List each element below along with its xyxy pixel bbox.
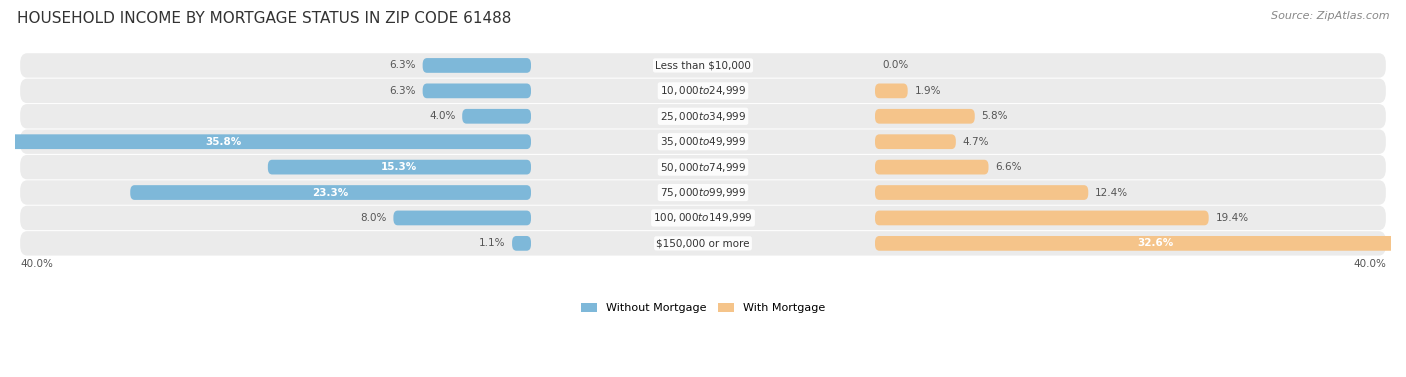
Text: $100,000 to $149,999: $100,000 to $149,999 (654, 211, 752, 224)
Text: $75,000 to $99,999: $75,000 to $99,999 (659, 186, 747, 199)
Text: $35,000 to $49,999: $35,000 to $49,999 (659, 135, 747, 148)
Text: 5.8%: 5.8% (981, 111, 1008, 121)
FancyBboxPatch shape (20, 104, 1386, 129)
Text: 4.0%: 4.0% (429, 111, 456, 121)
Text: 0.0%: 0.0% (882, 60, 908, 70)
FancyBboxPatch shape (20, 53, 1386, 78)
Text: HOUSEHOLD INCOME BY MORTGAGE STATUS IN ZIP CODE 61488: HOUSEHOLD INCOME BY MORTGAGE STATUS IN Z… (17, 11, 512, 26)
FancyBboxPatch shape (20, 231, 1386, 256)
Text: Less than $10,000: Less than $10,000 (655, 60, 751, 70)
Text: $150,000 or more: $150,000 or more (657, 238, 749, 248)
Text: 4.7%: 4.7% (963, 137, 990, 147)
FancyBboxPatch shape (20, 206, 1386, 230)
Text: 32.6%: 32.6% (1137, 238, 1174, 248)
Text: 23.3%: 23.3% (312, 187, 349, 198)
Text: 6.3%: 6.3% (389, 86, 416, 96)
FancyBboxPatch shape (463, 109, 531, 124)
FancyBboxPatch shape (267, 160, 531, 175)
FancyBboxPatch shape (875, 83, 908, 98)
Text: $50,000 to $74,999: $50,000 to $74,999 (659, 161, 747, 174)
FancyBboxPatch shape (875, 109, 974, 124)
Text: 35.8%: 35.8% (205, 137, 242, 147)
Text: 1.1%: 1.1% (478, 238, 505, 248)
Text: 8.0%: 8.0% (360, 213, 387, 223)
Text: 15.3%: 15.3% (381, 162, 418, 172)
Text: 40.0%: 40.0% (1353, 259, 1386, 269)
FancyBboxPatch shape (875, 160, 988, 175)
FancyBboxPatch shape (423, 83, 531, 98)
Text: 40.0%: 40.0% (20, 259, 53, 269)
Text: Source: ZipAtlas.com: Source: ZipAtlas.com (1271, 11, 1389, 21)
Text: 19.4%: 19.4% (1216, 213, 1249, 223)
FancyBboxPatch shape (875, 236, 1406, 251)
FancyBboxPatch shape (20, 180, 1386, 205)
FancyBboxPatch shape (875, 134, 956, 149)
Text: $10,000 to $24,999: $10,000 to $24,999 (659, 84, 747, 97)
Text: $25,000 to $34,999: $25,000 to $34,999 (659, 110, 747, 123)
Text: 12.4%: 12.4% (1095, 187, 1128, 198)
FancyBboxPatch shape (875, 211, 1209, 225)
Text: 6.3%: 6.3% (389, 60, 416, 70)
Text: 1.9%: 1.9% (914, 86, 941, 96)
FancyBboxPatch shape (423, 58, 531, 73)
Legend: Without Mortgage, With Mortgage: Without Mortgage, With Mortgage (581, 303, 825, 313)
Text: 6.6%: 6.6% (995, 162, 1022, 172)
FancyBboxPatch shape (131, 185, 531, 200)
FancyBboxPatch shape (20, 79, 1386, 103)
FancyBboxPatch shape (875, 185, 1088, 200)
FancyBboxPatch shape (0, 134, 531, 149)
FancyBboxPatch shape (394, 211, 531, 225)
FancyBboxPatch shape (20, 129, 1386, 154)
FancyBboxPatch shape (512, 236, 531, 251)
FancyBboxPatch shape (20, 155, 1386, 179)
